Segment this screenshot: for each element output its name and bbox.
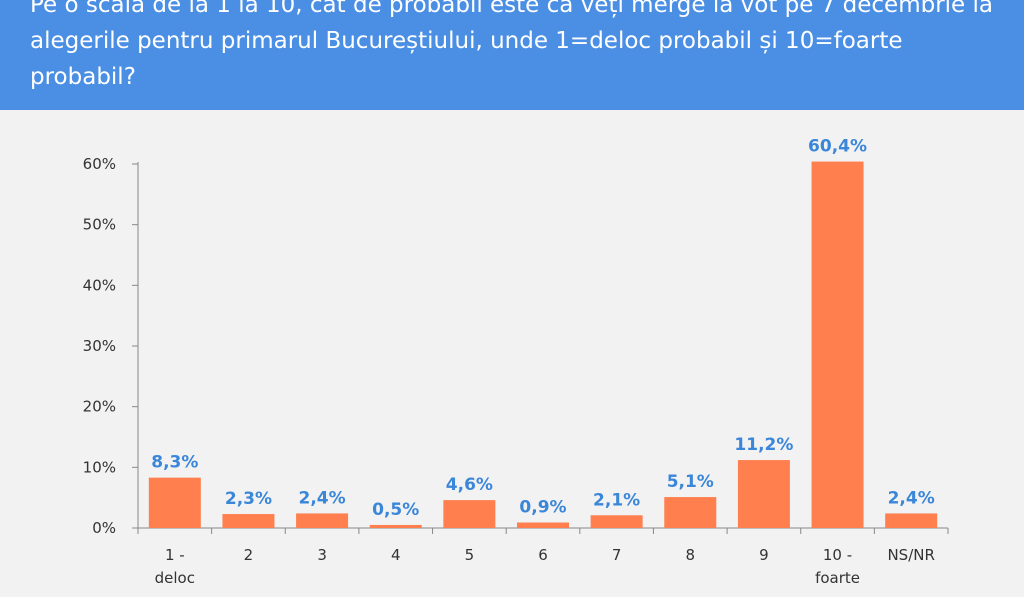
x-category-label: NS/NR xyxy=(887,546,934,564)
bar-10 xyxy=(811,161,864,528)
question-header: Pe o scală de la 1 la 10, cât de probabi… xyxy=(0,0,1024,110)
data-label: 60,4% xyxy=(808,137,867,157)
bar-1 xyxy=(148,477,201,528)
chart-area: 0% 10% 20% 30% 40% 50% 60% 8,3% 1 - deloc 2,3% 2 2,4… xyxy=(0,110,1024,597)
x-category-label: 6 xyxy=(538,546,548,564)
x-category-label: 9 xyxy=(759,546,769,564)
bar-2 xyxy=(222,514,275,528)
bar-7 xyxy=(590,515,643,528)
x-category-label: 3 xyxy=(317,546,327,564)
bar-5 xyxy=(443,500,496,528)
data-label: 2,4% xyxy=(888,488,935,508)
question-text: Pe o scală de la 1 la 10, cât de probabi… xyxy=(30,0,994,90)
y-tick-label: 40% xyxy=(83,276,116,294)
x-category-label: 5 xyxy=(465,546,475,564)
data-label: 0,9% xyxy=(519,498,566,518)
x-category-label: 4 xyxy=(391,546,401,564)
data-label: 0,5% xyxy=(372,500,419,520)
data-label: 2,3% xyxy=(225,489,272,509)
x-category-label: 7 xyxy=(612,546,622,564)
y-tick-label: 0% xyxy=(92,519,116,537)
y-tick-label: 30% xyxy=(83,337,116,355)
x-category-label: 10 - xyxy=(823,546,852,564)
data-label: 2,1% xyxy=(593,490,640,510)
y-tick-label: 50% xyxy=(83,216,116,234)
data-label: 2,4% xyxy=(299,488,346,508)
bar-11 xyxy=(885,513,938,528)
y-tick-label: 10% xyxy=(83,458,116,476)
x-category-label: foarte xyxy=(815,569,860,587)
bar-4 xyxy=(369,524,422,528)
bar-9 xyxy=(737,460,790,528)
x-category-label: 2 xyxy=(244,546,254,564)
x-category-label: 8 xyxy=(685,546,695,564)
data-label: 8,3% xyxy=(151,453,198,473)
x-category-label: deloc xyxy=(155,569,195,587)
y-tick-label: 60% xyxy=(83,155,116,173)
bar-8 xyxy=(664,497,717,528)
bar-chart: 0% 10% 20% 30% 40% 50% 60% 8,3% 1 - deloc 2,3% 2 2,4… xyxy=(83,137,949,587)
y-tick-label: 20% xyxy=(83,398,116,416)
data-label: 5,1% xyxy=(667,472,714,492)
data-label: 11,2% xyxy=(734,435,793,455)
x-category-label: 1 - xyxy=(165,546,185,564)
bar-6 xyxy=(517,522,569,528)
data-label: 4,6% xyxy=(446,475,493,495)
bar-3 xyxy=(296,513,349,528)
